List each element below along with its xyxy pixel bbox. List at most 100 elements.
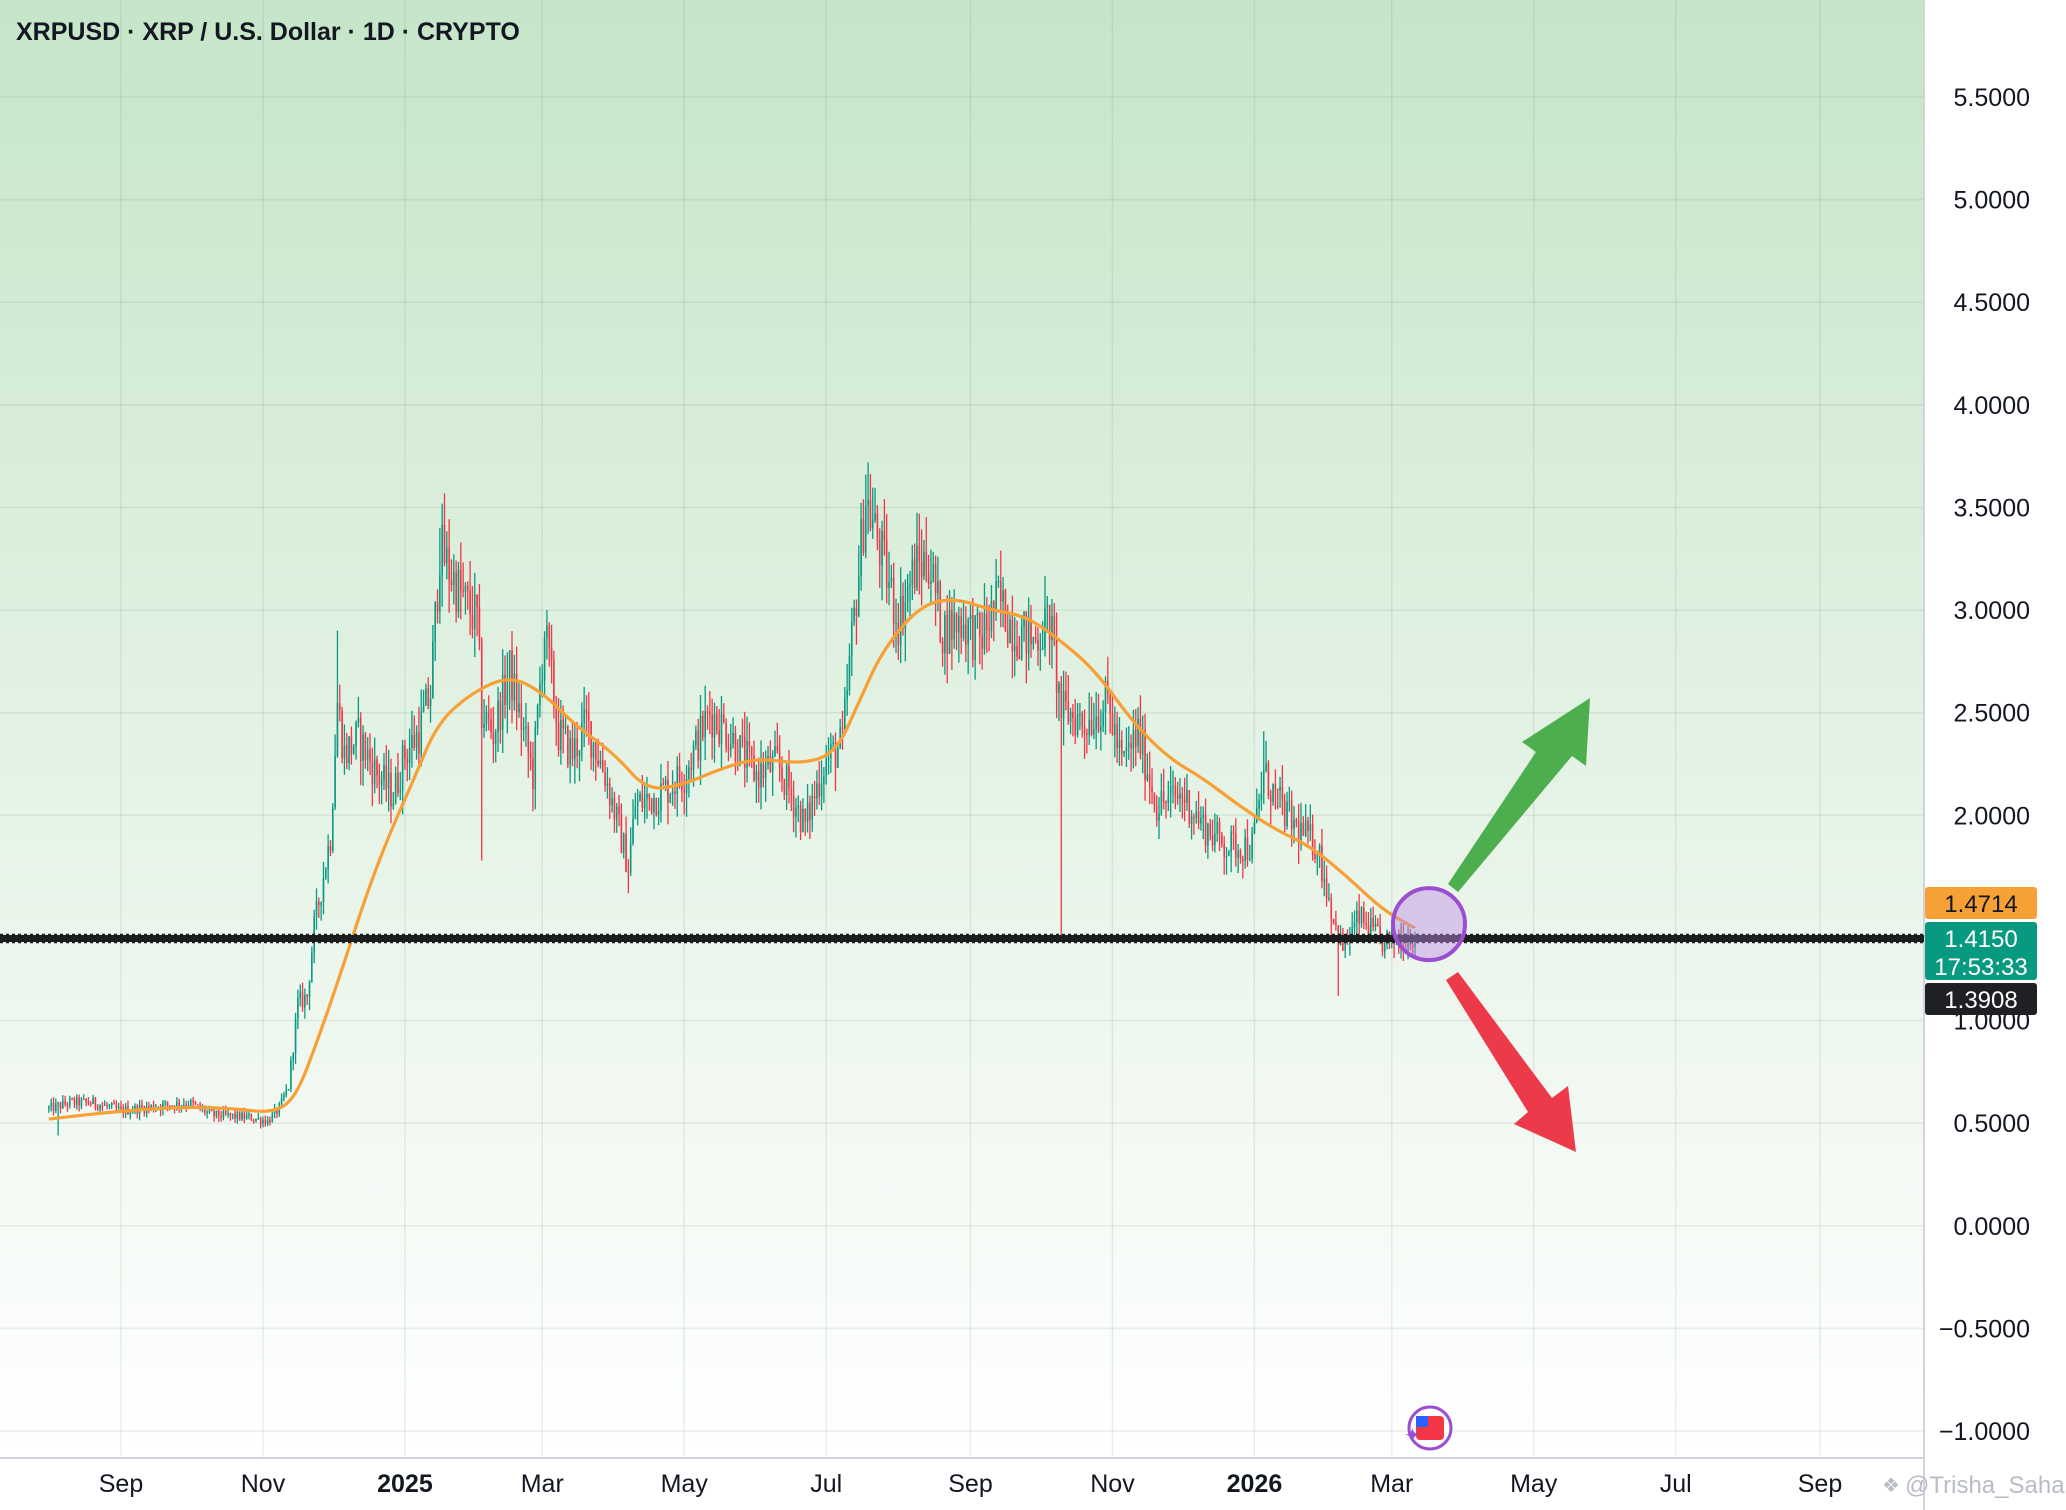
candle: [1011, 595, 1014, 679]
candle-body: [864, 505, 867, 553]
candle-body: [923, 551, 925, 577]
candle-body: [197, 1104, 199, 1106]
candle: [1034, 625, 1037, 644]
ma-price-label: 1.4714: [1925, 887, 2037, 919]
candle-body: [1411, 945, 1414, 948]
candle: [1160, 773, 1163, 816]
highlight-circle[interactable]: [1390, 886, 1467, 963]
candle-body: [871, 520, 874, 529]
candle: [615, 802, 618, 833]
x-tick-label: Sep: [948, 1470, 992, 1498]
candle-body: [601, 760, 604, 773]
candle: [743, 711, 746, 788]
time-axis[interactable]: Sep Nov 2025 Mar May Jul Sep Nov 2026 Mar May Jul Se…: [99, 1470, 1842, 1498]
candle: [844, 686, 846, 732]
candle-body: [585, 709, 588, 713]
candle: [888, 551, 890, 606]
candle: [1076, 703, 1079, 738]
candle: [1209, 818, 1212, 841]
candle: [1086, 728, 1088, 754]
candle-body: [906, 586, 909, 602]
candle-body: [574, 738, 576, 760]
candle: [932, 551, 935, 583]
candle: [1260, 771, 1263, 811]
candle-body: [597, 760, 599, 765]
candle-body: [725, 723, 727, 748]
candle: [1158, 796, 1160, 840]
candle-body: [473, 594, 476, 630]
candle-body: [1358, 910, 1360, 924]
candle: [783, 778, 786, 801]
candle-body: [1006, 630, 1009, 643]
candle: [466, 581, 469, 610]
candle: [690, 752, 693, 780]
candle-body: [292, 1053, 295, 1061]
candle-body: [823, 776, 825, 784]
candle-body: [518, 703, 520, 713]
candle: [678, 752, 681, 789]
candle-body: [301, 992, 304, 1008]
candle-body: [1328, 897, 1330, 900]
candle-body: [1402, 936, 1405, 950]
candle-body: [336, 703, 339, 757]
candle: [259, 1116, 262, 1129]
candle-body: [1332, 918, 1335, 923]
candle: [1223, 836, 1225, 875]
candle: [87, 1096, 90, 1106]
bullish-arrow-icon[interactable]: [1448, 698, 1590, 892]
candle-body: [1167, 794, 1170, 803]
candle-body: [192, 1100, 194, 1103]
candle-body: [543, 637, 546, 681]
bearish-arrow-icon[interactable]: [1446, 972, 1576, 1152]
candle-body: [555, 707, 558, 723]
candle: [1179, 778, 1181, 812]
candle: [667, 761, 669, 825]
candle: [436, 589, 439, 624]
candle: [643, 781, 646, 824]
candle: [846, 663, 848, 716]
last-price-label-box: [1925, 922, 2037, 980]
candle-body: [992, 601, 995, 613]
candle: [1062, 670, 1065, 746]
candle-body: [546, 625, 548, 638]
candle-body: [141, 1105, 143, 1108]
candle: [797, 795, 800, 823]
candle: [1055, 612, 1058, 719]
candle-body: [732, 733, 734, 744]
candle: [867, 462, 869, 535]
candle: [1113, 706, 1116, 758]
candle-body: [650, 798, 653, 813]
candle-body: [704, 711, 706, 738]
candle: [918, 513, 921, 595]
candle-body: [990, 601, 993, 631]
candle: [734, 725, 737, 776]
candle: [611, 787, 613, 813]
y-tick-label: 2.0000: [1954, 802, 2030, 830]
event-badge[interactable]: ✦: [1404, 1405, 1453, 1451]
candle: [818, 761, 821, 805]
candle-body: [1316, 855, 1319, 860]
candle: [1181, 786, 1184, 819]
candle: [546, 610, 548, 660]
candle-body: [664, 779, 667, 784]
candle: [394, 766, 397, 805]
candle-body: [355, 722, 357, 746]
candle-body: [1058, 683, 1060, 693]
candle: [1316, 851, 1319, 876]
candle-body: [1360, 907, 1363, 924]
candle: [688, 760, 690, 798]
candle-body: [690, 767, 693, 770]
candle: [739, 734, 741, 767]
candle-body: [1069, 712, 1072, 722]
candle: [1200, 806, 1202, 831]
candle: [757, 757, 760, 803]
candle: [1269, 789, 1272, 825]
price-axis[interactable]: 5.5000 5.0000 4.5000 4.0000 3.5000 3.0000 2.50…: [1939, 84, 2030, 1446]
candle: [913, 543, 916, 594]
candle: [117, 1102, 120, 1110]
candle-body: [425, 688, 427, 706]
candle-body: [1276, 788, 1279, 791]
x-tick-label: Nov: [241, 1470, 286, 1498]
candle: [825, 744, 828, 785]
